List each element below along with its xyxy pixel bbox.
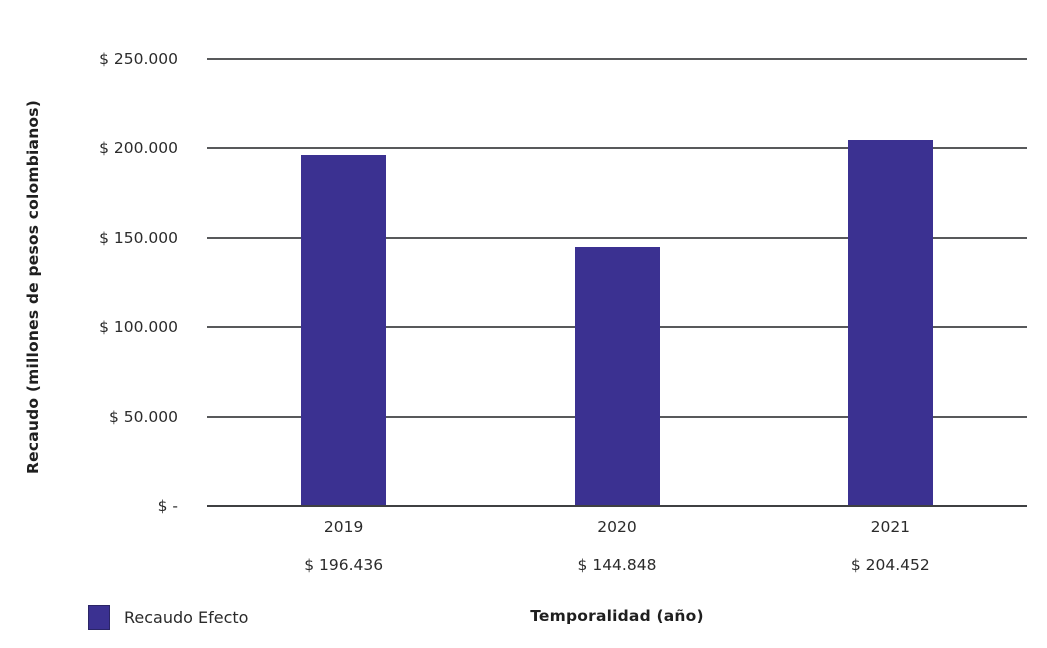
bar-2021	[847, 140, 933, 506]
bar-2019	[301, 154, 387, 506]
bar-2020	[574, 247, 660, 506]
value-label: $ 196.436	[304, 556, 384, 574]
y-tick-label: $ 50.000	[108, 407, 178, 426]
legend: Recaudo Efecto	[88, 605, 248, 630]
x-tick-label: 2020	[597, 518, 637, 536]
value-label: $ 144.848	[577, 556, 657, 574]
legend-label: Recaudo Efecto	[124, 608, 249, 627]
x-tick-label: 2021	[870, 518, 911, 536]
x-axis-title: Temporalidad (año)	[530, 607, 704, 625]
y-tick-label: $ 150.000	[99, 228, 178, 247]
x-axis-line	[207, 505, 1027, 507]
x-tick-label: 2019	[323, 518, 364, 536]
y-tick-label: $ -	[157, 497, 178, 515]
y-axis-title: Recaudo (millones de pesos colombianos)	[24, 100, 42, 474]
legend-swatch	[88, 605, 110, 630]
y-tick-label: $ 200.000	[99, 139, 178, 158]
gridline	[207, 147, 1027, 150]
y-tick-label: $ 100.000	[99, 318, 178, 337]
gridline	[207, 236, 1027, 239]
gridline	[207, 58, 1027, 60]
y-tick-label: $ 250.000	[99, 50, 178, 68]
value-label: $ 204.452	[850, 556, 930, 574]
